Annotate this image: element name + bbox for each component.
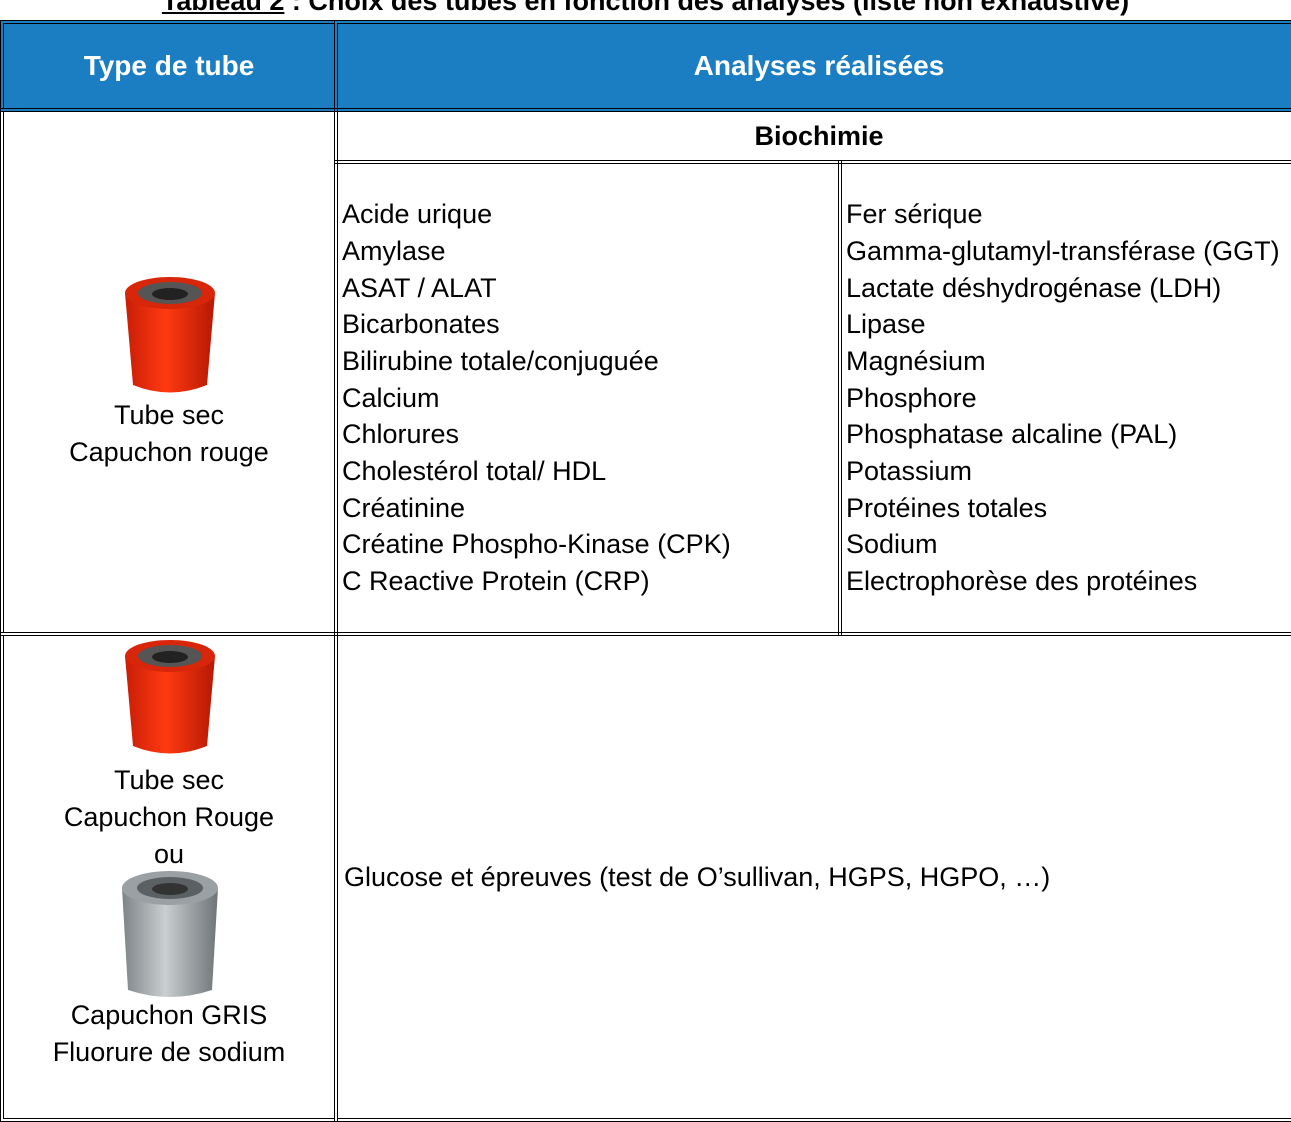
tube-label: Tube sec Capuchon rouge bbox=[0, 397, 338, 471]
analysis-item: Magnésium bbox=[846, 345, 986, 376]
header-cell: Analyses réalisées bbox=[334, 20, 1291, 112]
tube-label: Capuchon GRIS Fluorure de sodium bbox=[0, 997, 338, 1071]
tube-line: Capuchon rouge bbox=[69, 437, 269, 467]
analysis-item: ASAT / ALAT bbox=[342, 272, 497, 303]
table-title: Tableau 2 : Choix des tubes en fonction … bbox=[0, 0, 1291, 17]
analysis-list: Fer sérique Gamma-glutamyl-transférase (G… bbox=[838, 160, 1291, 636]
analysis-item: Bicarbonates bbox=[342, 309, 500, 340]
gray-cap-icon bbox=[122, 871, 218, 997]
analysis-item: Gamma-glutamyl-transférase (GGT) bbox=[846, 235, 1280, 266]
section-title: Biochimie bbox=[754, 120, 884, 151]
analysis-item: Bilirubine totale/conjuguée bbox=[342, 345, 659, 376]
analysis-list: Acide urique Amylase ASAT / ALAT Bicarbonat… bbox=[334, 160, 842, 636]
analysis-item: Phosphore bbox=[846, 382, 977, 413]
header-text: Analyses réalisées bbox=[693, 50, 945, 81]
header-cell: Type de tube bbox=[0, 20, 338, 112]
analysis-item: Potassium bbox=[846, 456, 973, 487]
tube-line: Capuchon Rouge bbox=[63, 802, 275, 832]
title-text: : Choix des tubes en fonction des analys… bbox=[284, 0, 1130, 16]
header-text: Type de tube bbox=[83, 50, 255, 81]
tube-label: Tube sec Capuchon Rouge ou bbox=[0, 762, 338, 873]
analysis-item: Fer sérique bbox=[846, 199, 983, 230]
red-cap-icon bbox=[125, 277, 215, 393]
analysis-item: Lipase bbox=[846, 309, 926, 340]
analysis-item: Protéines totales bbox=[846, 492, 1048, 523]
tube-line: ou bbox=[153, 839, 185, 869]
analysis-item: C Reactive Protein (CRP) bbox=[342, 566, 650, 597]
analysis-item: Créatine Phospho-Kinase (CPK) bbox=[342, 529, 731, 560]
analysis-item: Créatinine bbox=[342, 492, 466, 523]
analysis-item: Amylase bbox=[342, 235, 446, 266]
tube-line: Fluorure de sodium bbox=[52, 1037, 286, 1067]
analysis-item: Calcium bbox=[342, 382, 440, 413]
tube-line: Capuchon GRIS bbox=[70, 1000, 268, 1030]
tube-line: Tube sec bbox=[113, 400, 225, 430]
analysis-item: Chlorures bbox=[342, 419, 460, 450]
analysis-item: Phosphatase alcaline (PAL) bbox=[846, 419, 1178, 450]
analysis-item: Sodium bbox=[846, 529, 938, 560]
red-cap-icon bbox=[125, 640, 215, 754]
analysis-text: Glucose et épreuves (test de O’sullivan,… bbox=[344, 861, 1051, 892]
title-label: Tableau 2 bbox=[161, 0, 285, 16]
analysis-item: Acide urique bbox=[342, 199, 493, 230]
analysis-item: Cholestérol total/ HDL bbox=[342, 456, 607, 487]
tube-line: Tube sec bbox=[113, 765, 225, 795]
analysis-item: Lactate déshydrogénase (LDH) bbox=[846, 272, 1222, 303]
analysis-item: Electrophorèse des protéines bbox=[846, 566, 1198, 597]
